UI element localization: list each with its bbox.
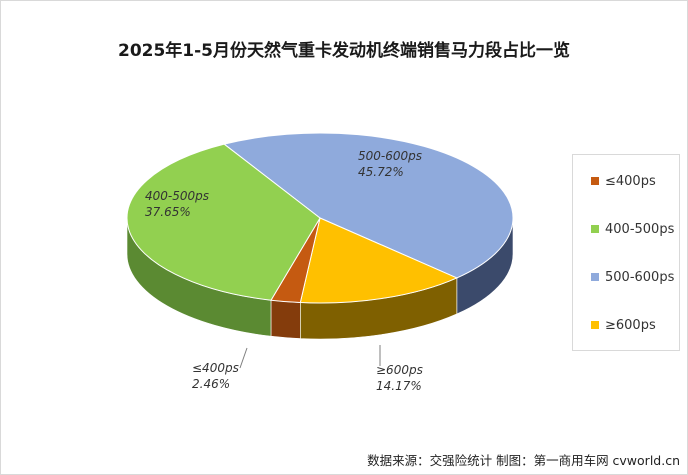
legend-item-ge600: ≥600ps [591,317,656,333]
legend-label-400-500: 400-500ps [605,221,675,237]
data-label-value-400-500: 37.65% [145,205,191,219]
label-leader-le400 [239,347,248,369]
legend-label-500-600: 500-600ps [605,269,675,285]
pie-slice-ge600 [299,217,459,304]
pie-sides [126,217,514,340]
data-label-name-500-600: 500-600ps [358,149,422,163]
data-label-value-le400: 2.46% [192,377,230,391]
legend: ≤400ps 400-500ps 500-600ps ≥600ps [572,154,680,351]
legend-item-le400: ≤400ps [591,173,656,189]
pie-tops [126,132,514,304]
legend-item-500-600: 500-600ps [591,269,674,285]
data-label-name-ge600: ≥600ps [376,363,423,377]
data-label-name-le400: ≤400ps [192,361,239,375]
pie-side-le400 [270,299,301,339]
legend-item-400-500: 400-500ps [591,221,674,237]
source-note: 数据来源：交强险统计 制图：第一商用车网 cvworld.cn [367,453,680,468]
legend-swatch-ge600 [591,321,599,329]
legend-swatch-500-600 [591,273,599,281]
legend-swatch-400-500 [591,225,599,233]
data-label-name-400-500: 400-500ps [145,189,209,203]
legend-swatch-le400 [591,177,599,185]
chart-title: 2025年1-5月份天然气重卡发动机终端销售马力段占比一览 [117,41,571,61]
data-labels: ≤400ps 2.46% 400-500ps 37.65% 500-600ps 45.72… [145,149,423,393]
legend-label-ge600: ≥600ps [605,317,656,333]
data-label-value-500-600: 45.72% [358,165,404,179]
data-label-value-ge600: 14.17% [376,379,422,393]
pie-slice-400-500 [126,143,321,301]
legend-label-le400: ≤400ps [605,173,656,189]
pie-slice-500-600 [223,132,514,279]
